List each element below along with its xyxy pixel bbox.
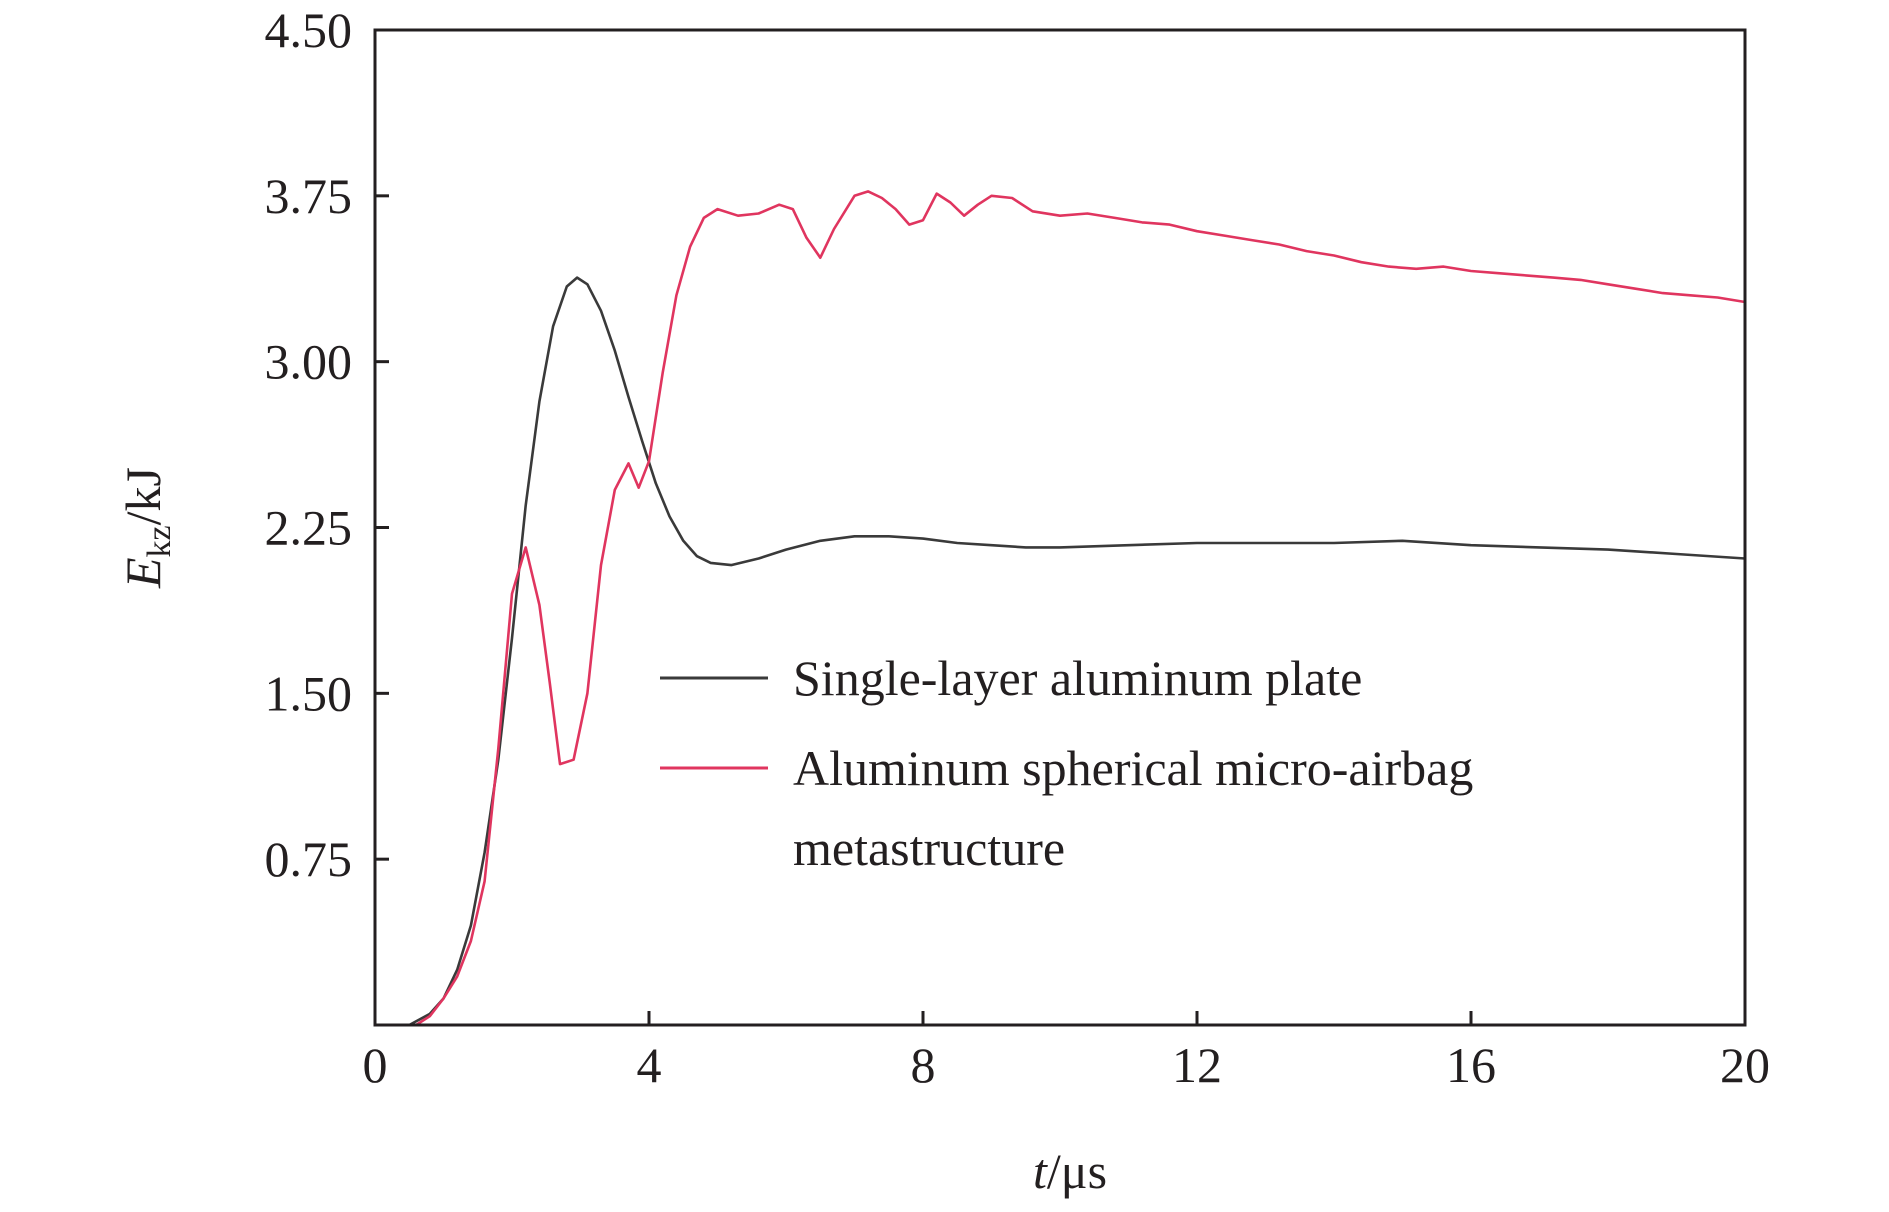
legend: Single-layer aluminum plate Aluminum sph… [660, 650, 1473, 876]
x-axis-label-unit: /μs [1047, 1143, 1107, 1199]
x-tick-label: 20 [1720, 1037, 1770, 1093]
y-axis-label-unit: /kJ [115, 467, 171, 525]
y-tick-label: 3.00 [265, 334, 353, 390]
x-tick-label: 16 [1446, 1037, 1496, 1093]
y-tick-label: 1.50 [265, 665, 353, 721]
y-axis-label-subscript: kz [141, 525, 178, 557]
x-tick-label: 4 [637, 1037, 662, 1093]
legend-label-single-layer: Single-layer aluminum plate [793, 650, 1362, 706]
y-axis-label-symbol: E [115, 557, 171, 589]
y-tick-label: 2.25 [265, 500, 353, 556]
x-axis-label-symbol: t [1033, 1143, 1048, 1199]
tick-labels-layer: 0 4 8 12 16 20 0.75 1.50 2.25 3.00 3.75 4.50 [265, 2, 1771, 1093]
series-layer [373, 190, 1747, 1027]
x-tick-label: 8 [911, 1037, 936, 1093]
y-tick-label: 3.75 [265, 168, 353, 224]
legend-label-micro-airbag-line2: metastructure [793, 820, 1065, 876]
x-axis-label: t/μs [1033, 1143, 1107, 1199]
legend-label-micro-airbag: Aluminum spherical micro-airbag [793, 740, 1473, 796]
x-tick-label: 12 [1172, 1037, 1222, 1093]
ticks-layer [375, 194, 1473, 1025]
series-line-1 [373, 190, 1747, 1027]
x-tick-label: 0 [363, 1037, 388, 1093]
y-axis-label: Ekz/kJ [115, 467, 178, 589]
y-tick-label: 0.75 [265, 831, 353, 887]
y-tick-label: 4.50 [265, 2, 353, 58]
series-line-0 [373, 276, 1747, 1027]
